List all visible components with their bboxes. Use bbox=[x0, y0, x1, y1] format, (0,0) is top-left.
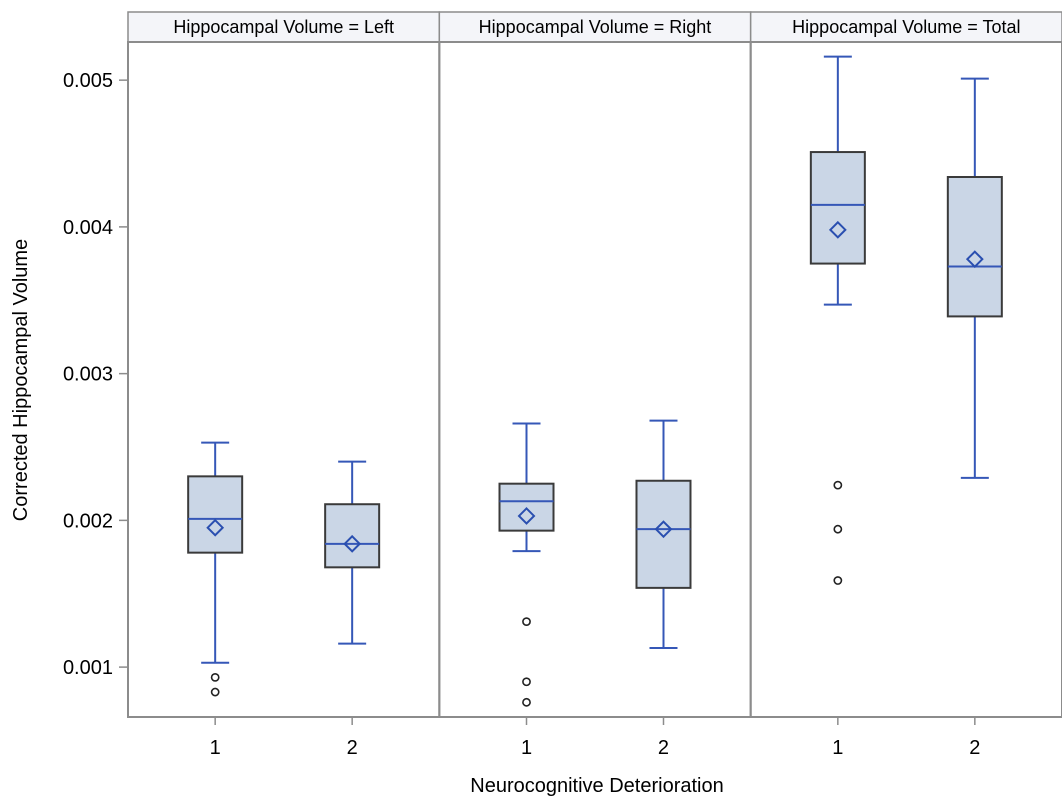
panel-title: Hippocampal Volume = Left bbox=[173, 17, 394, 37]
panel-frame bbox=[438, 41, 752, 718]
y-tick-label: 0.002 bbox=[63, 510, 113, 532]
x-tick-label: 2 bbox=[347, 737, 358, 759]
mean-marker bbox=[206, 518, 225, 537]
outlier-point bbox=[833, 524, 843, 534]
y-tick-label: 0.005 bbox=[63, 70, 113, 92]
box-group-1 bbox=[498, 422, 555, 707]
mean-marker bbox=[343, 534, 362, 553]
outlier-point bbox=[210, 672, 220, 682]
box-group-2 bbox=[324, 460, 381, 645]
outlier-point bbox=[833, 480, 843, 490]
mean-marker bbox=[965, 250, 984, 269]
panel-title: Hippocampal Volume = Right bbox=[479, 17, 712, 37]
x-tick-label: 1 bbox=[832, 737, 843, 759]
panel-3: Hippocampal Volume = Total bbox=[749, 11, 1062, 718]
outlier-point bbox=[522, 677, 531, 687]
x-axis: 1 2 1 2 1 2 bbox=[210, 717, 980, 759]
box-group-2 bbox=[635, 419, 692, 650]
y-axis: 0.001 0.002 0.003 0.004 0.005 bbox=[63, 70, 128, 679]
x-tick-label: 1 bbox=[210, 737, 221, 759]
y-axis-label: Corrected Hippocampal Volume bbox=[10, 239, 32, 521]
outlier-point bbox=[522, 617, 531, 627]
outlier-point bbox=[210, 687, 220, 697]
x-tick-label: 2 bbox=[658, 737, 669, 759]
iqr-box bbox=[187, 475, 244, 554]
outlier-point bbox=[833, 576, 843, 585]
y-tick-label: 0.004 bbox=[63, 217, 113, 239]
box-group-1 bbox=[809, 55, 866, 585]
mean-marker bbox=[517, 507, 536, 525]
iqr-box bbox=[946, 176, 1003, 318]
x-tick-label: 2 bbox=[969, 737, 980, 759]
y-tick-label: 0.001 bbox=[63, 657, 113, 679]
iqr-box bbox=[809, 151, 866, 265]
panel-2: Hippocampal Volume = Right bbox=[438, 11, 752, 718]
box-group-1 bbox=[187, 441, 244, 697]
mean-marker bbox=[828, 220, 847, 239]
box-group-2 bbox=[946, 77, 1003, 479]
x-axis-label: Neurocognitive Deterioration bbox=[470, 775, 723, 797]
panels-layer: Hippocampal Volume = Left Hippocampal Vol… bbox=[127, 11, 1062, 718]
panel-frame bbox=[127, 41, 441, 718]
x-tick-label: 1 bbox=[521, 737, 532, 759]
panel-title: Hippocampal Volume = Total bbox=[792, 17, 1020, 37]
outlier-point bbox=[522, 697, 531, 707]
y-tick-label: 0.003 bbox=[63, 364, 113, 386]
iqr-box bbox=[635, 479, 692, 589]
panel-frame bbox=[749, 41, 1062, 718]
panel-header bbox=[127, 11, 441, 43]
mean-marker bbox=[654, 520, 673, 539]
panel-1: Hippocampal Volume = Left bbox=[127, 11, 441, 718]
